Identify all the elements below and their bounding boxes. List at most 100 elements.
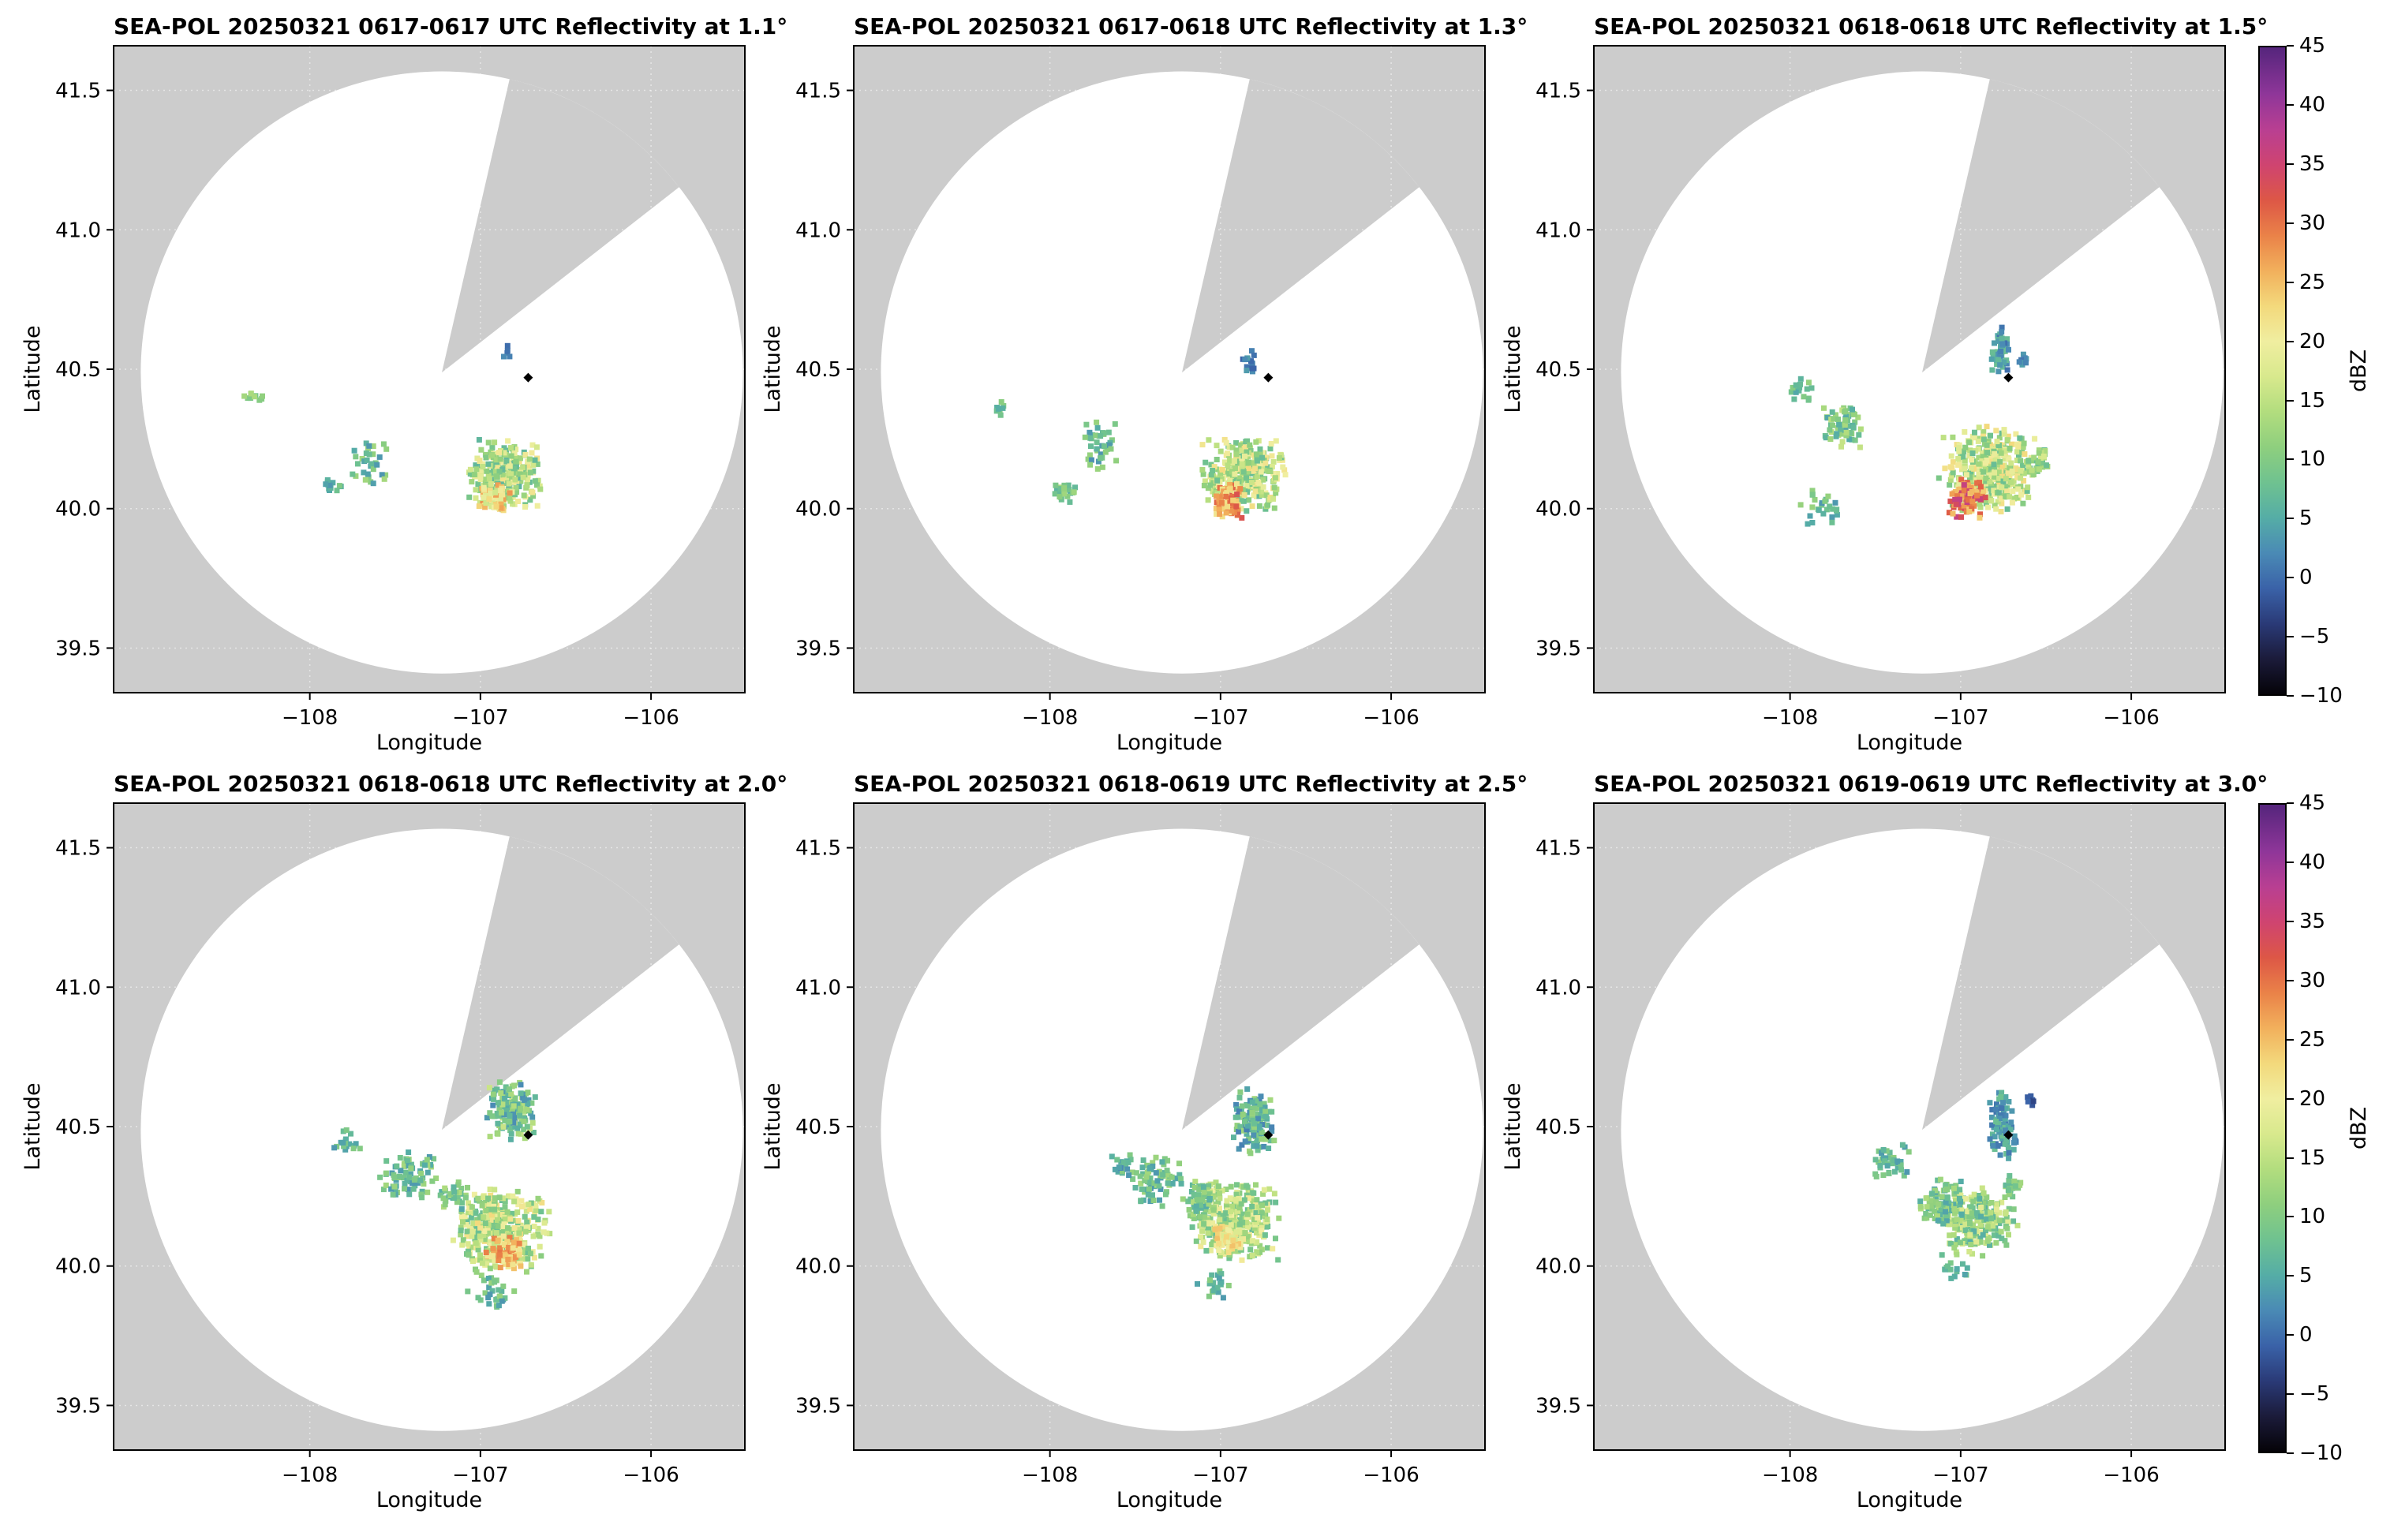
x-tick-label: −107 bbox=[1932, 706, 1988, 730]
echo-cell bbox=[1202, 1206, 1209, 1213]
echo-cell bbox=[1142, 1177, 1148, 1183]
echo-cell bbox=[1178, 1176, 1184, 1182]
echo-cell bbox=[1260, 477, 1266, 483]
echo-cell bbox=[485, 1195, 492, 1202]
coverage-layer bbox=[1594, 803, 2225, 1450]
echo-cell bbox=[1200, 1184, 1206, 1191]
echo-cell bbox=[1984, 1234, 1991, 1240]
echo-cell bbox=[460, 1237, 466, 1243]
echo-cell bbox=[2007, 1180, 2013, 1187]
echo-cell bbox=[502, 1096, 508, 1101]
echo-cell bbox=[1200, 1239, 1206, 1245]
echo-cell bbox=[2010, 1194, 2016, 1200]
echo-cell bbox=[511, 1103, 517, 1109]
echo-cell bbox=[1215, 1289, 1221, 1295]
echo-cell bbox=[1071, 489, 1077, 495]
echo-cell bbox=[1239, 462, 1245, 468]
plot-area: −108 −107 −10641.541.040.540.039.5Longitud… bbox=[21, 802, 746, 1512]
echo-cell bbox=[1994, 361, 2000, 367]
echo-cell bbox=[1271, 1191, 1277, 1197]
echo-cell bbox=[1266, 1186, 1273, 1192]
echo-cell bbox=[1975, 1213, 1981, 1220]
radar-site-marker bbox=[2003, 372, 2014, 383]
echo-cell bbox=[517, 1105, 523, 1112]
echo-cell bbox=[501, 450, 507, 456]
echo-cell bbox=[1947, 477, 1954, 483]
echo-cell bbox=[1966, 439, 1973, 446]
echo-cell bbox=[507, 1119, 513, 1125]
echo-cell bbox=[1087, 462, 1094, 468]
echo-cell bbox=[402, 1180, 408, 1187]
echo-cell bbox=[454, 1193, 461, 1199]
echo-cell bbox=[370, 480, 376, 487]
echo-cell bbox=[529, 450, 535, 456]
echo-cell bbox=[2003, 361, 2010, 367]
panel-title: SEA-POL 20250321 0618-0618 UTC Reflectiv… bbox=[114, 771, 788, 797]
echo-cell bbox=[437, 1192, 443, 1198]
colorbar-tick-label: 20 bbox=[2299, 1086, 2326, 1111]
echo-cell bbox=[2011, 1133, 2018, 1139]
echo-cell bbox=[500, 1233, 507, 1239]
echo-cell bbox=[1102, 449, 1109, 455]
echo-cell bbox=[1968, 1204, 1974, 1210]
echo-cell bbox=[1995, 1143, 2001, 1149]
echo-cell bbox=[458, 1224, 464, 1231]
echo-cell bbox=[1998, 450, 2004, 456]
echo-cell bbox=[526, 1202, 532, 1208]
echo-cell bbox=[353, 473, 359, 479]
echo-cell bbox=[488, 1212, 495, 1218]
echo-cell bbox=[2005, 1145, 2011, 1151]
echo-cell bbox=[1217, 1281, 1224, 1287]
colorbar-tick: 0 bbox=[2287, 1323, 2313, 1347]
echo-cell bbox=[1237, 486, 1244, 492]
colorbar-tickmark bbox=[2287, 920, 2294, 922]
echo-cell bbox=[471, 1232, 477, 1238]
echo-cell bbox=[1233, 1101, 1240, 1108]
echo-cell bbox=[2005, 1219, 2011, 1225]
echo-cell bbox=[1269, 1124, 1275, 1131]
echo-cell bbox=[1980, 1200, 1987, 1206]
echo-cell bbox=[405, 1187, 411, 1193]
echo-cell bbox=[1974, 480, 1980, 486]
echo-cell bbox=[1210, 1210, 1217, 1217]
echo-cell bbox=[1153, 1154, 1159, 1161]
y-tick-label: 40.5 bbox=[1535, 1116, 1581, 1139]
echo-cell bbox=[1986, 472, 1992, 478]
echo-cell bbox=[524, 1106, 530, 1112]
echo-cell bbox=[1210, 1288, 1217, 1294]
echo-cell bbox=[1992, 443, 1998, 450]
echo-cell bbox=[503, 458, 510, 465]
echo-cell bbox=[485, 1295, 492, 1301]
y-tick-label: 39.5 bbox=[55, 1394, 101, 1418]
echo-cell bbox=[532, 478, 538, 484]
echo-cell bbox=[505, 1229, 511, 1235]
echo-cell bbox=[1237, 1244, 1244, 1250]
echo-cell bbox=[1254, 1230, 1259, 1235]
echo-cell bbox=[2036, 450, 2042, 456]
echo-cell bbox=[397, 1173, 403, 1179]
echo-cell bbox=[1218, 1271, 1225, 1277]
echo-cell bbox=[1161, 1156, 1168, 1162]
echo-cell bbox=[516, 1251, 522, 1258]
echo-cell bbox=[525, 473, 531, 479]
echo-cell bbox=[1958, 477, 1965, 483]
echo-cell bbox=[502, 1261, 508, 1267]
echo-cell bbox=[464, 1228, 470, 1235]
colorbar-tick-label: −5 bbox=[2299, 1382, 2330, 1407]
colorbar-tick: 20 bbox=[2287, 330, 2325, 353]
echo-cell bbox=[398, 1168, 404, 1174]
echo-cell bbox=[1258, 1093, 1264, 1100]
echo-cell bbox=[1968, 465, 1974, 471]
echo-cell bbox=[488, 1192, 494, 1198]
x-tick-label: −107 bbox=[1192, 1463, 1248, 1487]
echo-cell bbox=[1887, 1155, 1894, 1161]
echo-cell bbox=[2009, 468, 2015, 474]
echo-cell bbox=[406, 1191, 413, 1198]
echo-cell bbox=[1258, 473, 1264, 479]
echo-cell bbox=[1993, 1239, 1999, 1246]
echo-cell bbox=[1996, 1209, 2003, 1216]
echo-cell bbox=[1995, 453, 2001, 459]
echo-cell bbox=[1112, 421, 1118, 427]
echo-cell bbox=[1977, 514, 1983, 521]
colorbar-tick: 10 bbox=[2287, 1205, 2325, 1228]
